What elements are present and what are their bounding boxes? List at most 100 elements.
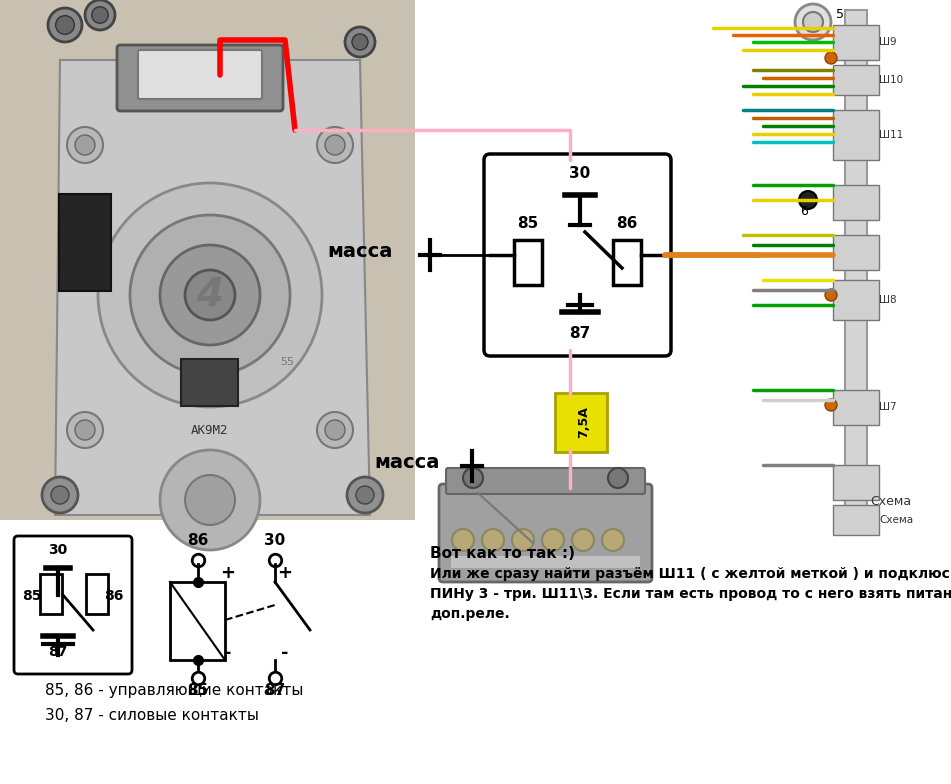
- FancyBboxPatch shape: [117, 45, 283, 111]
- Text: 7,5A: 7,5A: [577, 406, 591, 438]
- Circle shape: [42, 477, 78, 513]
- Circle shape: [602, 529, 624, 551]
- Text: -: -: [224, 644, 232, 662]
- Circle shape: [825, 289, 837, 301]
- Text: ПИНу 3 - три. Ш11\3. Если там есть провод то с него взять питание на: ПИНу 3 - три. Ш11\3. Если там есть прово…: [430, 587, 951, 601]
- Circle shape: [51, 486, 69, 504]
- FancyBboxPatch shape: [181, 359, 238, 406]
- Text: 87: 87: [570, 326, 591, 341]
- Circle shape: [572, 529, 594, 551]
- FancyBboxPatch shape: [833, 110, 879, 160]
- Text: масса: масса: [375, 453, 439, 472]
- Circle shape: [325, 420, 345, 440]
- Circle shape: [345, 27, 375, 57]
- FancyBboxPatch shape: [14, 536, 132, 674]
- Text: 55: 55: [280, 357, 294, 367]
- Circle shape: [185, 475, 235, 525]
- FancyBboxPatch shape: [833, 465, 879, 500]
- Circle shape: [67, 412, 103, 448]
- Text: АК9М2: АК9М2: [191, 423, 229, 437]
- Text: Ш9: Ш9: [879, 37, 897, 47]
- FancyBboxPatch shape: [555, 393, 607, 452]
- Text: Или же сразу найти разъём Ш11 ( с желтой меткой ) и подклюситься к: Или же сразу найти разъём Ш11 ( с желтой…: [430, 567, 951, 581]
- Circle shape: [452, 529, 474, 551]
- Text: 85: 85: [22, 589, 42, 603]
- Text: -: -: [281, 644, 289, 662]
- FancyBboxPatch shape: [833, 25, 879, 60]
- Circle shape: [825, 399, 837, 411]
- Text: 30: 30: [264, 533, 285, 548]
- Bar: [613, 240, 641, 285]
- Text: 6: 6: [800, 205, 808, 218]
- Circle shape: [542, 529, 564, 551]
- Circle shape: [85, 0, 115, 30]
- Bar: [0, 0, 415, 520]
- Circle shape: [48, 8, 82, 42]
- Circle shape: [56, 16, 74, 34]
- Circle shape: [799, 191, 817, 209]
- Circle shape: [98, 183, 322, 407]
- Bar: [845, 10, 867, 510]
- Text: Ш10: Ш10: [879, 75, 903, 85]
- Text: 5: 5: [836, 8, 844, 21]
- Text: Схема: Схема: [879, 515, 913, 525]
- Circle shape: [352, 34, 368, 50]
- Bar: [514, 240, 542, 285]
- Circle shape: [608, 468, 628, 488]
- FancyBboxPatch shape: [833, 185, 879, 220]
- Text: Вот как то так :): Вот как то так :): [430, 546, 575, 561]
- FancyBboxPatch shape: [833, 505, 879, 535]
- Bar: [451, 556, 640, 568]
- Text: 85: 85: [187, 683, 208, 698]
- FancyBboxPatch shape: [59, 194, 111, 291]
- FancyBboxPatch shape: [138, 50, 262, 99]
- Text: +: +: [278, 564, 293, 582]
- Circle shape: [356, 486, 374, 504]
- Text: доп.реле.: доп.реле.: [430, 607, 510, 621]
- FancyBboxPatch shape: [439, 484, 652, 582]
- FancyBboxPatch shape: [833, 280, 879, 320]
- Circle shape: [347, 477, 383, 513]
- Circle shape: [75, 135, 95, 155]
- Circle shape: [160, 450, 260, 550]
- Text: 85, 86 - управляющие контакты: 85, 86 - управляющие контакты: [45, 683, 303, 698]
- Text: Ш7: Ш7: [879, 402, 897, 412]
- Text: 86: 86: [105, 589, 124, 603]
- Bar: [170, 582, 225, 660]
- Circle shape: [75, 420, 95, 440]
- Text: Схема: Схема: [870, 495, 911, 508]
- Circle shape: [91, 7, 108, 24]
- Text: 86: 86: [187, 533, 208, 548]
- Polygon shape: [55, 60, 370, 515]
- Circle shape: [160, 245, 260, 345]
- Circle shape: [803, 12, 823, 32]
- Bar: [40, 574, 62, 614]
- Text: 30: 30: [570, 166, 591, 181]
- Circle shape: [795, 4, 831, 40]
- FancyBboxPatch shape: [833, 65, 879, 95]
- FancyBboxPatch shape: [484, 154, 671, 356]
- Circle shape: [185, 270, 235, 320]
- Circle shape: [463, 468, 483, 488]
- Circle shape: [482, 529, 504, 551]
- Circle shape: [325, 135, 345, 155]
- Text: 4: 4: [197, 276, 223, 314]
- Circle shape: [317, 127, 353, 163]
- FancyBboxPatch shape: [833, 390, 879, 425]
- Text: +: +: [221, 564, 236, 582]
- Text: 85: 85: [517, 216, 538, 231]
- Text: 86: 86: [616, 216, 638, 231]
- Text: 87: 87: [49, 645, 68, 659]
- Circle shape: [317, 412, 353, 448]
- Circle shape: [67, 127, 103, 163]
- FancyBboxPatch shape: [833, 235, 879, 270]
- Text: Ш11: Ш11: [879, 130, 903, 140]
- Circle shape: [512, 529, 534, 551]
- FancyBboxPatch shape: [446, 468, 645, 494]
- Circle shape: [130, 215, 290, 375]
- Text: 30, 87 - силовые контакты: 30, 87 - силовые контакты: [45, 708, 259, 723]
- Text: масса: масса: [327, 242, 393, 261]
- Text: Ш8: Ш8: [879, 295, 897, 305]
- Text: 87: 87: [264, 683, 285, 698]
- Circle shape: [825, 52, 837, 64]
